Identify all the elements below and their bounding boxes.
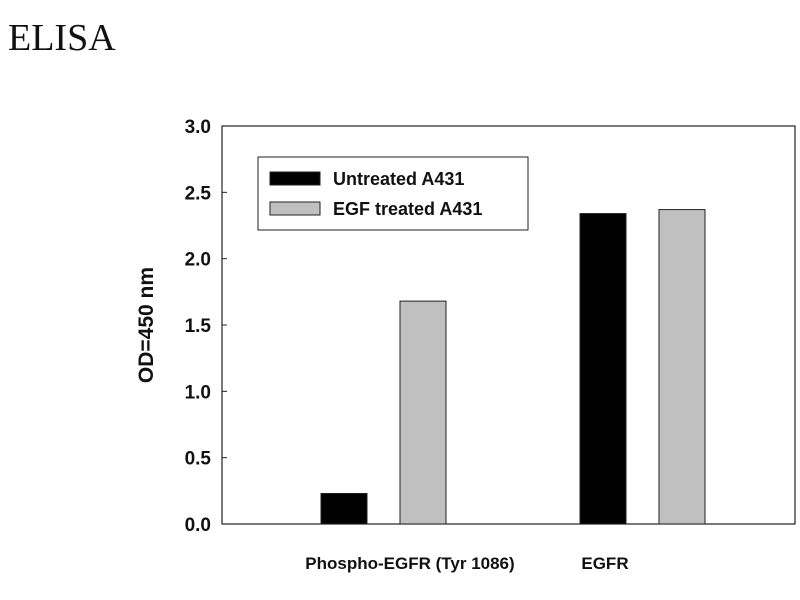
legend-swatch [269, 201, 321, 216]
y-tick-label: 3.0 [185, 117, 211, 138]
figure-title: ELISA [8, 17, 116, 59]
y-axis-label: OD=450 nm [135, 267, 158, 383]
legend-label: EGF treated A431 [333, 199, 482, 219]
legend-label: Untreated A431 [333, 169, 464, 189]
bar-untreated [320, 492, 368, 525]
bar-egf-treated [399, 300, 447, 525]
bar-untreated [579, 213, 627, 525]
legend-box [257, 156, 529, 231]
y-tick-label: 0.0 [185, 515, 211, 536]
y-tick-label: 1.0 [185, 382, 211, 403]
legend-swatch [269, 171, 321, 186]
y-tick-label: 2.0 [185, 250, 211, 271]
y-tick-label: 2.5 [185, 183, 212, 204]
y-tick-label: 1.5 [185, 316, 212, 337]
bar-egf-treated [658, 209, 706, 525]
y-tick-label: 0.5 [185, 449, 212, 470]
x-category-label: Phospho-EGFR (Tyr 1086) [305, 554, 514, 573]
x-category-label: EGFR [581, 554, 628, 573]
